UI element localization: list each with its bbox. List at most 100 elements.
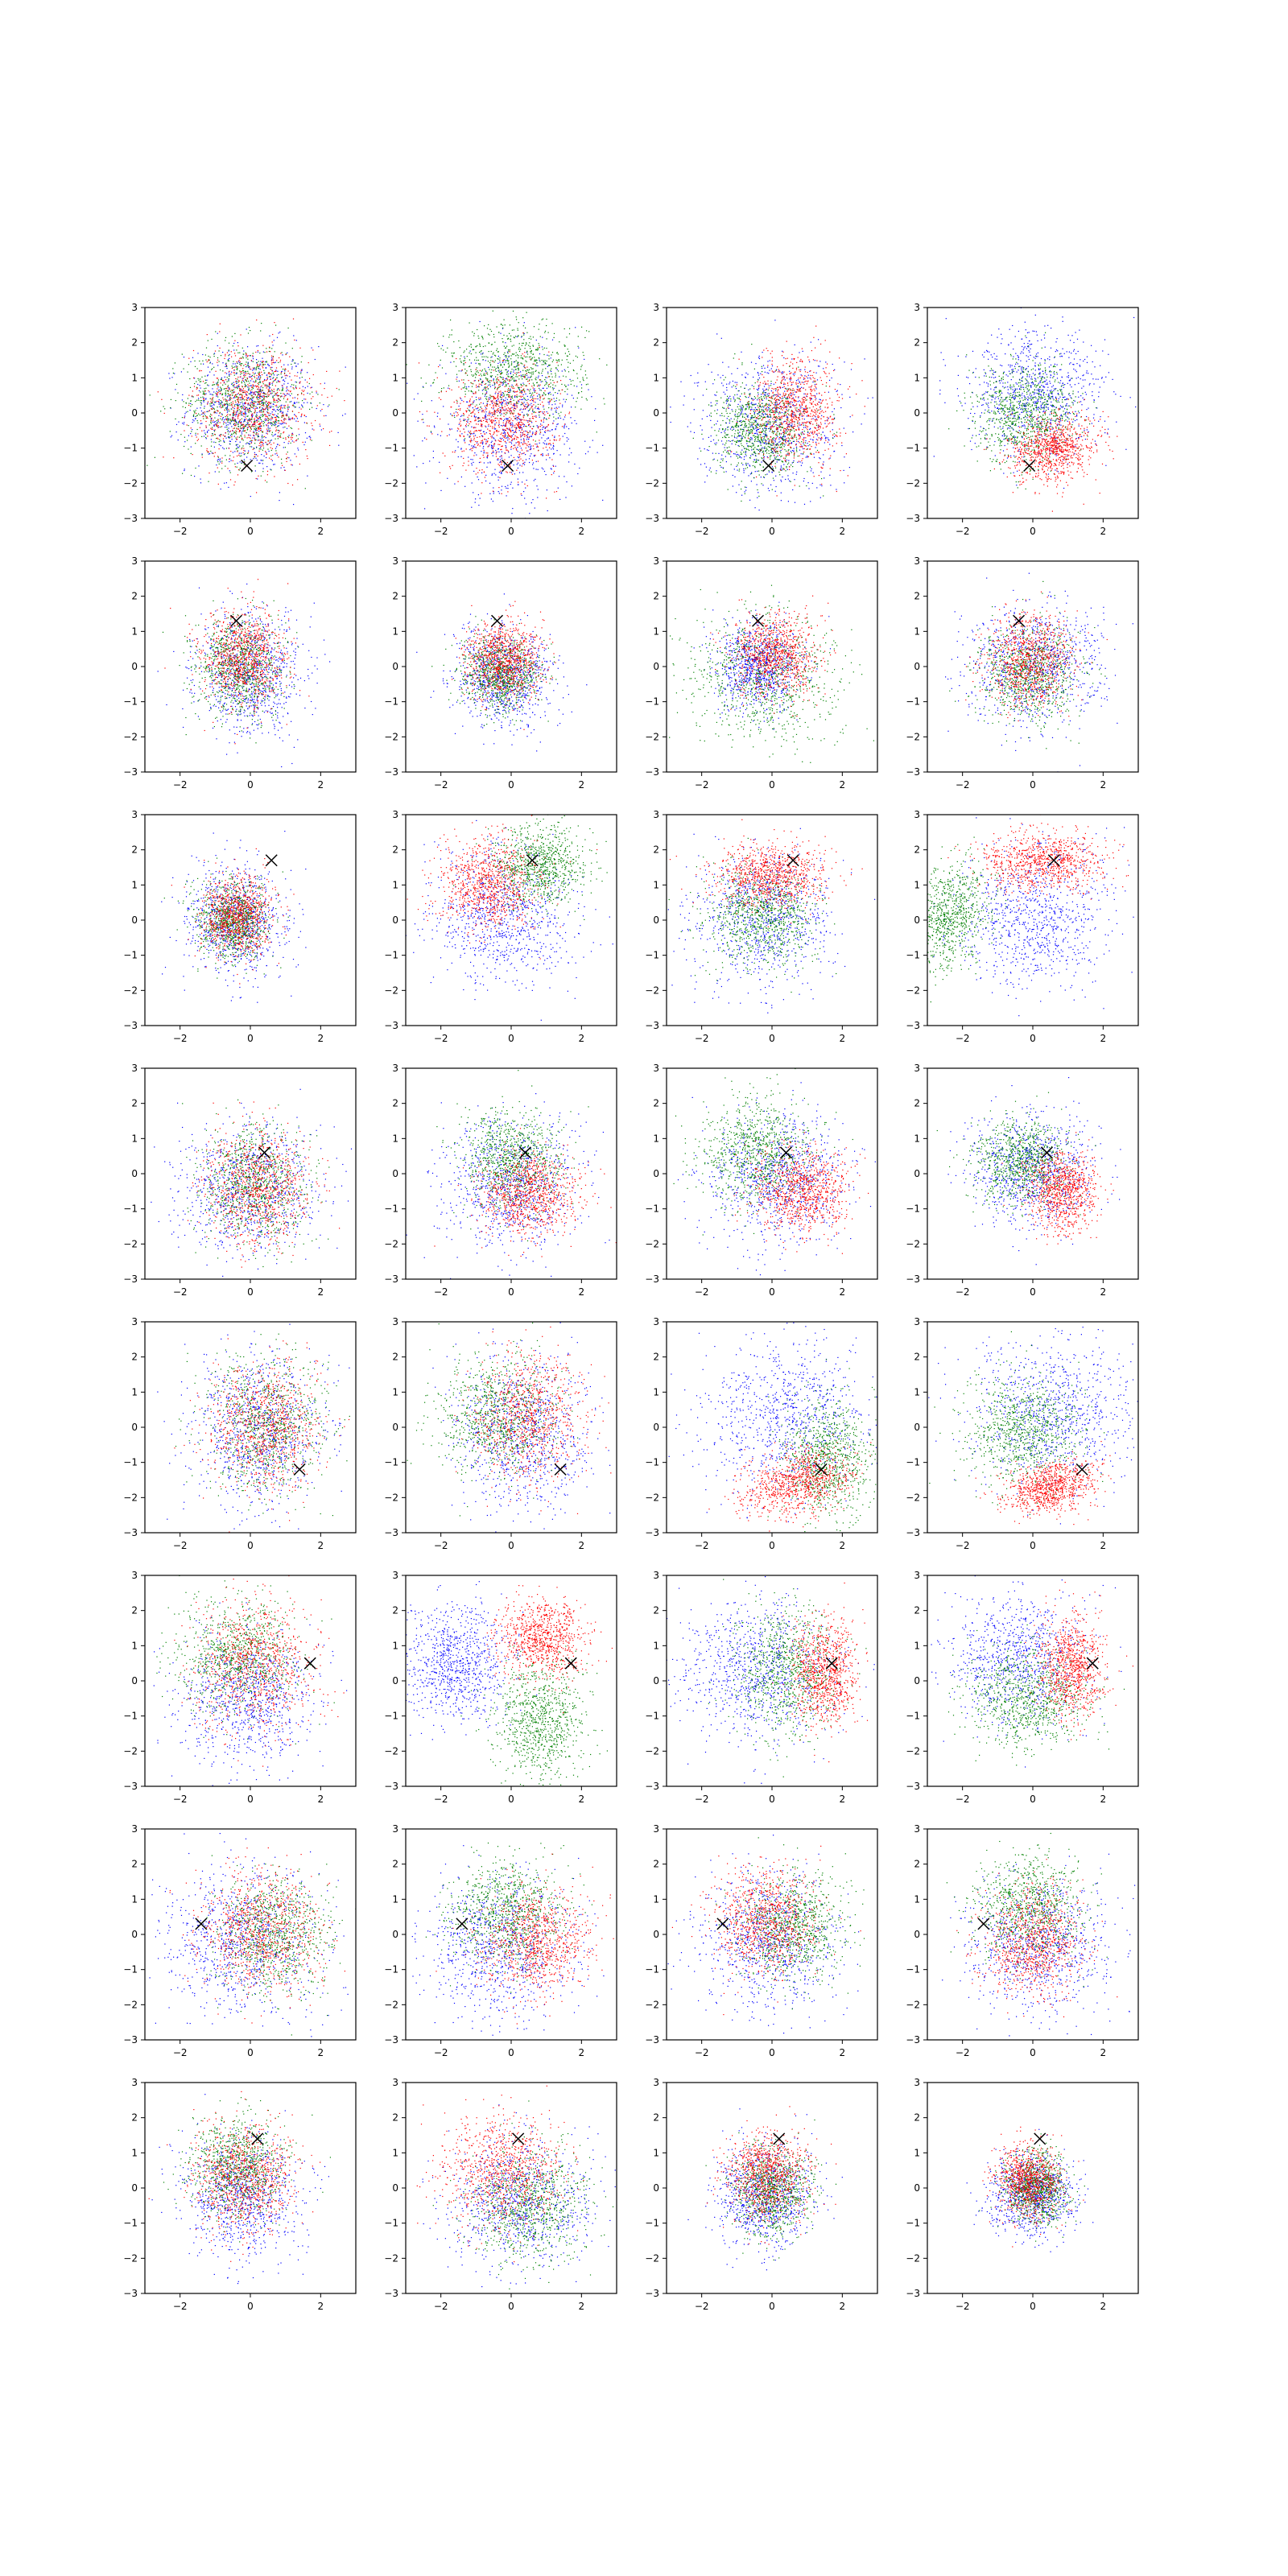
scatter-point <box>454 484 455 485</box>
scatter-point <box>557 393 558 394</box>
scatter-point <box>525 454 526 455</box>
scatter-point <box>475 502 476 503</box>
scatter-point <box>531 379 532 380</box>
scatter-point <box>282 371 283 372</box>
scatter-point <box>482 338 483 339</box>
scatter-point <box>528 420 529 421</box>
scatter-point <box>542 371 543 372</box>
scatter-point <box>536 393 537 394</box>
scatter-point <box>309 378 310 379</box>
scatter-point <box>511 361 512 362</box>
scatter-point <box>195 468 196 469</box>
scatter-point <box>292 405 293 406</box>
scatter-point <box>506 403 507 404</box>
scatter-point <box>244 435 245 436</box>
scatter-point <box>556 424 557 425</box>
scatter-point <box>551 398 552 399</box>
scatter-point <box>234 427 235 428</box>
scatter-point <box>234 419 235 420</box>
scatter-point <box>495 393 496 394</box>
scatter-point <box>510 373 511 374</box>
scatter-point <box>254 452 255 453</box>
scatter-point <box>481 411 482 412</box>
scatter-point <box>250 438 251 439</box>
scatter-point <box>443 452 444 453</box>
scatter-point <box>481 482 482 483</box>
scatter-point <box>252 413 253 414</box>
scatter-point <box>480 445 481 446</box>
scatter-point <box>483 446 484 447</box>
scatter-point <box>275 379 276 380</box>
scatter-point <box>288 409 289 410</box>
scatter-point <box>449 334 450 335</box>
scatter-point <box>544 417 545 418</box>
scatter-point <box>522 374 523 375</box>
scatter-point <box>499 360 500 361</box>
scatter-point <box>243 426 244 427</box>
scatter-point <box>492 441 493 442</box>
scatter-point <box>575 327 576 328</box>
scatter-point <box>193 350 194 351</box>
scatter-point <box>288 417 289 418</box>
scatter-point <box>287 436 288 437</box>
scatter-point <box>186 412 187 413</box>
scatter-point <box>247 423 248 424</box>
scatter-point <box>536 360 537 361</box>
scatter-point <box>323 428 324 429</box>
scatter-point <box>526 378 527 379</box>
scatter-point <box>511 472 512 473</box>
scatter-point <box>474 381 475 382</box>
scatter-point <box>284 370 285 371</box>
scatter-point <box>506 421 507 422</box>
scatter-point <box>568 413 569 414</box>
scatter-point <box>469 400 470 401</box>
scatter-point <box>280 360 281 361</box>
scatter-point <box>228 420 229 421</box>
scatter-point <box>545 428 546 429</box>
scatter-point <box>462 451 463 452</box>
scatter-point <box>553 465 554 466</box>
scatter-point <box>522 472 523 473</box>
scatter-point <box>225 337 226 338</box>
scatter-point <box>523 417 524 418</box>
scatter-point <box>246 432 247 433</box>
scatter-point <box>510 403 511 404</box>
scatter-point <box>233 428 234 429</box>
scatter-point <box>584 441 585 442</box>
scatter-point <box>173 457 174 458</box>
scatter-point <box>482 443 483 444</box>
scatter-point <box>526 352 527 353</box>
scatter-point <box>458 456 459 457</box>
x-marker <box>242 460 253 472</box>
scatter-point <box>552 352 553 353</box>
scatter-point <box>480 443 481 444</box>
scatter-point <box>258 421 259 422</box>
scatter-point <box>297 479 298 480</box>
scatter-point <box>250 406 251 407</box>
scatter-point <box>279 406 280 407</box>
scatter-point <box>197 384 198 385</box>
scatter-point <box>254 391 255 392</box>
scatter-point <box>243 405 244 406</box>
scatter-point <box>517 328 518 329</box>
scatter-point <box>270 367 271 368</box>
scatter-point <box>543 393 544 394</box>
scatter-point <box>491 412 492 413</box>
scatter-point <box>514 418 515 419</box>
scatter-point <box>472 374 473 375</box>
scatter-point <box>499 465 500 466</box>
scatter-point <box>254 456 255 457</box>
scatter-point <box>533 426 534 427</box>
scatter-point <box>230 479 231 480</box>
scatter-point <box>472 391 473 392</box>
scatter-point <box>530 351 531 352</box>
scatter-point <box>506 346 507 347</box>
scatter-point <box>508 451 509 452</box>
scatter-point <box>180 434 181 435</box>
scatter-point <box>527 377 528 378</box>
scatter-point <box>476 385 477 386</box>
scatter-point <box>548 398 549 399</box>
scatter-point <box>224 422 225 423</box>
scatter-point <box>528 372 529 373</box>
scatter-point <box>286 375 287 376</box>
